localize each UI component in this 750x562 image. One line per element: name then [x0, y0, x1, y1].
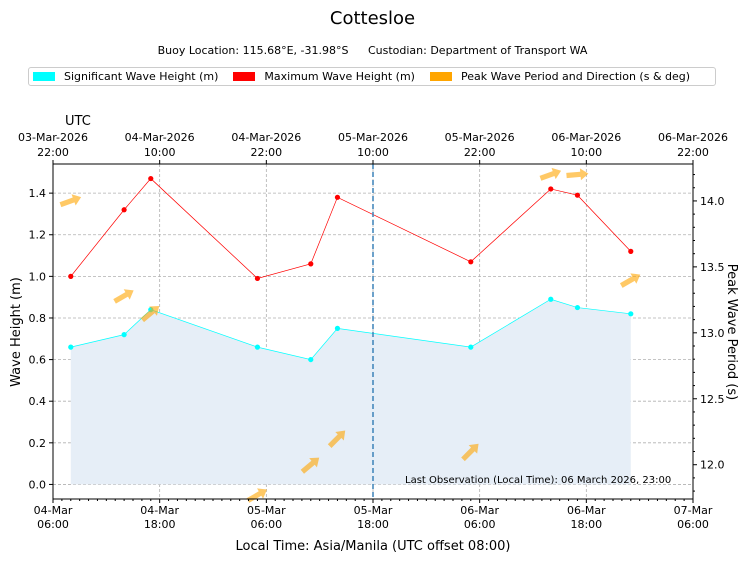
x-tick-label: 18:00	[570, 518, 602, 531]
significant-point	[548, 296, 554, 302]
x-tick-label: 06:00	[677, 518, 709, 531]
significant-line	[70, 298, 631, 360]
top-tick-label: 06-Mar-2026	[551, 131, 621, 144]
top-tick-label: 10:00	[144, 146, 176, 159]
chart-subtitle: Buoy Location: 115.68°E, -31.98°S Custod…	[0, 44, 745, 57]
x-tick-label: 05-Mar	[354, 504, 393, 517]
top-tick-label: 03-Mar-2026	[18, 131, 88, 144]
top-tick-label: 22:00	[464, 146, 496, 159]
series-layer	[68, 164, 634, 499]
period-arrow	[300, 457, 320, 474]
buoy-location: Buoy Location: 115.68°E, -31.98°S	[157, 44, 349, 57]
y-tick-label: 0.0	[29, 478, 47, 491]
y-tick-label: 1.2	[29, 229, 47, 242]
maximum-point	[548, 186, 554, 192]
significant-point	[628, 311, 634, 317]
legend-item-peak-period: Peak Wave Period and Direction (s & deg)	[429, 70, 691, 83]
x-axis-label: Local Time: Asia/Manila (UTC offset 08:0…	[236, 539, 511, 554]
legend-label-significant: Significant Wave Height (m)	[64, 70, 219, 83]
maximum-point	[308, 261, 314, 267]
y2-tick-label: 12.5	[700, 393, 725, 406]
period-arrows	[59, 167, 641, 503]
period-arrow	[461, 443, 479, 462]
period-arrow	[140, 305, 160, 323]
significant-point	[334, 325, 341, 331]
y-tick-label: 1.0	[29, 270, 47, 283]
y-axis-label: Wave Height (m)	[9, 277, 24, 387]
period-arrow	[113, 289, 134, 304]
maximum-point	[574, 192, 581, 198]
y2-tick-label: 14.0	[700, 195, 725, 208]
x-tick-label: 06:00	[464, 518, 496, 531]
y2-tick-label: 13.5	[700, 261, 725, 274]
top-tick-label: 05-Mar-2026	[445, 131, 515, 144]
maximum-point	[468, 259, 474, 265]
top-tick-label: 04-Mar-2026	[125, 131, 195, 144]
top-tick-label: 06-Mar-2026	[658, 131, 728, 144]
significant-point	[574, 304, 581, 311]
fill-layer	[70, 299, 631, 485]
y-tick-label: 0.6	[29, 354, 47, 367]
x-tick-label: 06:00	[250, 518, 282, 531]
top-tick-label: 05-Mar-2026	[338, 131, 408, 144]
significant-point	[68, 344, 74, 350]
significant-area-fill	[70, 299, 631, 485]
legend-item-maximum: Maximum Wave Height (m)	[233, 70, 415, 83]
last-observation-note: Last Observation (Local Time): 06 March …	[405, 475, 671, 486]
legend-swatch-peak-period	[429, 72, 452, 81]
legend-swatch-maximum	[233, 72, 256, 81]
chart-title: Cottesloe	[329, 8, 416, 29]
significant-point	[308, 356, 314, 363]
maximum-line	[70, 178, 632, 279]
period-arrow	[619, 273, 641, 288]
axes: 0.0 0.2 0.4 0.6 0.8 1.0 1.2 1.4 12.0 12.5 13.0 13.5…	[18, 131, 728, 531]
y-tick-label: 0.2	[29, 437, 47, 450]
x-tick-label: 06-Mar	[460, 504, 499, 517]
x-tick-label: 06:00	[37, 518, 69, 531]
maximum-point	[148, 175, 154, 182]
maximum-point	[334, 194, 341, 200]
y2-tick-label: 13.0	[700, 327, 725, 340]
legend-label-peak-period: Peak Wave Period and Direction (s & deg)	[460, 70, 691, 83]
period-arrow	[566, 168, 589, 181]
significant-point	[254, 344, 261, 350]
x-tick-label: 06-Mar	[567, 504, 606, 517]
period-arrow	[539, 167, 562, 181]
significant-point	[468, 344, 474, 350]
utc-label: UTC	[65, 114, 91, 129]
legend-item-significant: Significant Wave Height (m)	[33, 70, 218, 83]
x-tick-label: 05-Mar	[247, 504, 286, 517]
top-tick-label: 22:00	[37, 146, 69, 159]
x-tick-label: 18:00	[357, 518, 389, 531]
top-tick-label: 22:00	[677, 146, 709, 159]
y2-axis-label: Peak Wave Period (s)	[724, 264, 739, 400]
y-tick-label: 1.4	[29, 187, 47, 200]
y-tick-label: 0.8	[29, 312, 47, 325]
y-tick-label: 0.4	[29, 395, 47, 408]
y2-tick-label: 12.0	[700, 459, 725, 472]
top-tick-label: 10:00	[570, 146, 602, 159]
legend-swatch-significant	[33, 72, 55, 81]
x-tick-label: 04-Mar	[140, 504, 179, 517]
legend: Significant Wave Height (m) Maximum Wave…	[28, 67, 716, 86]
custodian: Custodian: Department of Transport WA	[367, 44, 588, 57]
maximum-point	[68, 273, 74, 279]
x-tick-label: 04-Mar	[34, 504, 73, 517]
top-tick-label: 04-Mar-2026	[231, 131, 301, 144]
x-tick-label: 07-Mar	[674, 504, 713, 517]
x-tick-label: 18:00	[144, 518, 176, 531]
significant-point	[121, 332, 127, 338]
period-arrow	[327, 430, 346, 448]
top-tick-label: 10:00	[357, 146, 389, 159]
top-tick-label: 22:00	[250, 146, 282, 159]
legend-label-maximum: Maximum Wave Height (m)	[264, 70, 415, 83]
maximum-point	[121, 207, 127, 213]
period-arrow	[59, 194, 82, 208]
maximum-point	[254, 275, 261, 282]
maximum-point	[628, 248, 634, 254]
